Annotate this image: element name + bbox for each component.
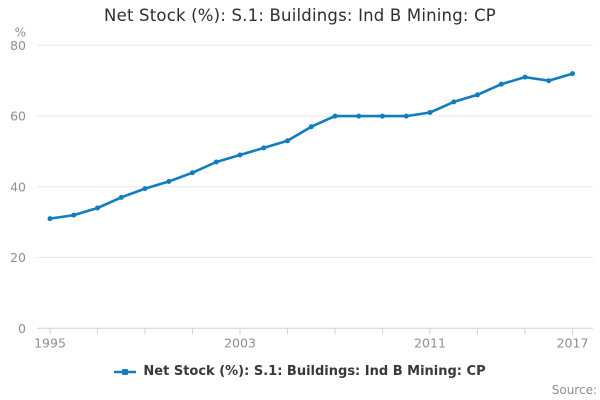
data-point <box>546 78 552 84</box>
x-tick-label: 2003 <box>224 335 256 350</box>
data-point <box>380 113 385 119</box>
data-point <box>332 113 338 119</box>
y-tick-label: 80 <box>10 38 26 53</box>
x-tick-label: 2017 <box>557 335 589 350</box>
data-point <box>308 124 314 130</box>
data-point <box>475 92 480 98</box>
data-point <box>95 205 100 211</box>
data-point <box>71 212 77 218</box>
data-point <box>213 159 219 165</box>
data-point <box>285 138 290 144</box>
data-point <box>166 179 172 184</box>
y-tick-label: 20 <box>10 250 26 265</box>
data-point <box>522 74 528 80</box>
y-tick-label: 40 <box>10 179 26 194</box>
data-point <box>403 113 409 119</box>
data-point <box>356 113 362 119</box>
data-line <box>48 72 574 220</box>
source-label: Source: <box>551 383 597 397</box>
legend: Net Stock (%): S.1: Buildings: Ind B Min… <box>0 364 600 379</box>
data-point <box>451 99 457 105</box>
line-chart-canvas: 0 20 40 60 80% 1995 2003 2011 2017 <box>10 25 593 350</box>
legend-series-label: Net Stock (%): S.1: Buildings: Ind B Min… <box>143 364 486 379</box>
data-point <box>142 186 148 192</box>
chart-title: Net Stock (%): S.1: Buildings: Ind B Min… <box>104 6 496 25</box>
data-point <box>427 110 433 115</box>
data-point <box>118 194 124 200</box>
data-point <box>498 81 504 87</box>
data-point <box>570 71 575 77</box>
y-tick-label: 0 <box>18 321 26 336</box>
data-point <box>47 216 53 222</box>
data-point <box>237 152 243 158</box>
x-tick-label: 1995 <box>34 335 66 350</box>
legend-line-marker-icon <box>114 368 137 375</box>
data-point <box>261 145 267 151</box>
data-point <box>190 170 195 176</box>
x-tick-label: 2011 <box>414 335 446 350</box>
y-axis-unit-label: % <box>15 25 26 39</box>
y-tick-label: 60 <box>10 109 26 124</box>
